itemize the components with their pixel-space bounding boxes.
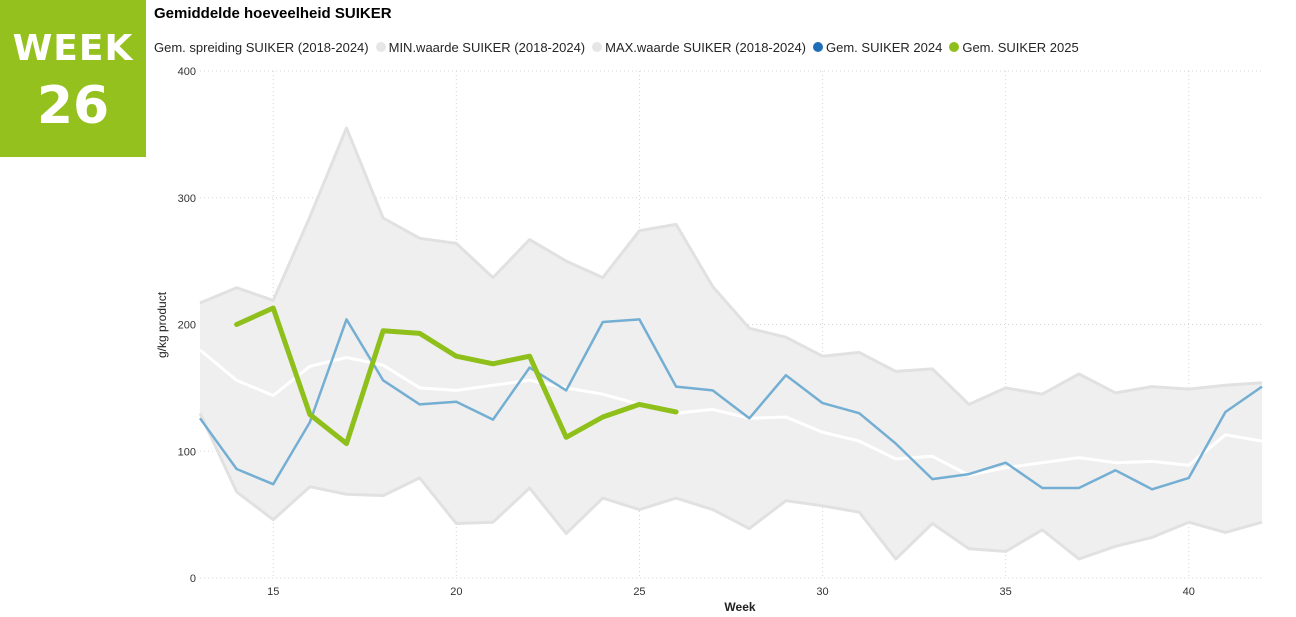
week-badge-number: 26 xyxy=(36,76,110,136)
x-tick-label: 35 xyxy=(1000,586,1012,598)
y-tick-label: 400 xyxy=(178,66,196,78)
x-axis-label: Week xyxy=(724,600,755,614)
x-tick-label: 25 xyxy=(633,586,645,598)
y-tick-label: 300 xyxy=(178,193,196,205)
spread-band-area xyxy=(200,128,1262,559)
legend-dot-max xyxy=(592,42,603,52)
legend-label: MIN.waarde SUIKER (2018-2024) xyxy=(388,39,586,55)
series-lines xyxy=(198,305,1263,491)
week-badge: WEEK 26 xyxy=(0,0,146,157)
avg-spread-line xyxy=(199,348,1263,477)
x-tick-label: 40 xyxy=(1183,586,1195,598)
y-tick-label: 0 xyxy=(190,573,196,585)
legend-dot-2025 xyxy=(949,42,960,52)
legend-label: MAX.waarde SUIKER (2018-2024) xyxy=(605,39,807,55)
legend-label: Gem. SUIKER 2024 xyxy=(826,39,943,55)
legend-item-2024[interactable]: Gem. SUIKER 2024 xyxy=(813,40,942,55)
min-line xyxy=(198,412,1263,561)
chart-legend: Gem. spreiding SUIKER (2018-2024) MIN.wa… xyxy=(154,38,1086,56)
legend-item-2025[interactable]: Gem. SUIKER 2025 xyxy=(949,39,1079,55)
legend-dot-min xyxy=(375,42,386,52)
x-tick-label: 20 xyxy=(450,586,462,598)
week-badge-label: WEEK xyxy=(12,28,134,69)
legend-label: Gem. spreiding SUIKER (2018-2024) xyxy=(154,39,369,55)
y-tick-label: 100 xyxy=(178,446,196,458)
x-tick-label: 15 xyxy=(267,586,279,598)
chart-title: Gemiddelde hoeveelheid SUIKER xyxy=(154,5,392,22)
legend-dot-2024 xyxy=(813,42,824,52)
legend-item-spreiding[interactable]: Gem. spreiding SUIKER (2018-2024) xyxy=(154,40,369,55)
spread-band xyxy=(198,126,1263,561)
series-2025-line xyxy=(234,305,679,447)
series-2024-line xyxy=(198,318,1263,491)
legend-label: Gem. SUIKER 2025 xyxy=(962,39,1079,55)
x-tick-label: 30 xyxy=(816,586,828,598)
max-line xyxy=(199,126,1263,406)
y-axis-label: g/kg product xyxy=(155,291,169,358)
axis-ticks: 0 100 200 300 400 15 20 25 30 35 40 xyxy=(178,66,1195,598)
y-tick-label: 200 xyxy=(178,320,196,332)
legend-item-min[interactable]: MIN.waarde SUIKER (2018-2024) xyxy=(375,39,586,55)
legend-item-max[interactable]: MAX.waarde SUIKER (2018-2024) xyxy=(592,40,806,55)
